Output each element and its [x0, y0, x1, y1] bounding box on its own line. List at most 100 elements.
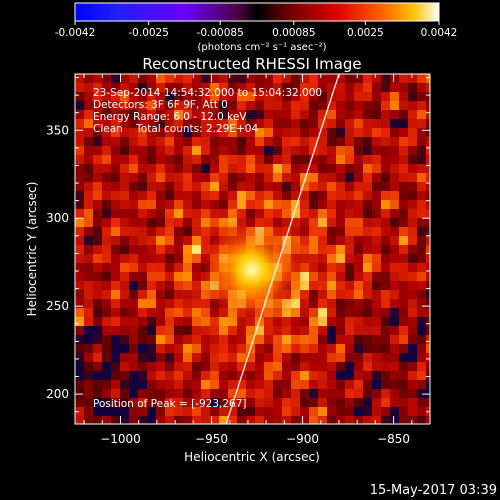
heatmap-cell: [426, 272, 430, 282]
heatmap-cell: [210, 146, 220, 156]
heatmap-cell: [300, 380, 310, 390]
heatmap-cell: [165, 173, 175, 183]
heatmap-cell: [264, 371, 274, 381]
heatmap-cell: [255, 92, 265, 102]
heatmap-cell: [93, 299, 103, 309]
heatmap-cell: [300, 164, 310, 174]
heatmap-cell: [201, 173, 211, 183]
heatmap-cell: [318, 173, 328, 183]
heatmap-cell: [336, 245, 346, 255]
heatmap-cell: [408, 371, 418, 381]
heatmap-cell: [381, 371, 391, 381]
heatmap-cell: [372, 407, 382, 417]
heatmap-cell: [309, 362, 319, 372]
heatmap-cell: [120, 407, 130, 417]
heatmap-cell: [327, 137, 337, 147]
heatmap-cell: [345, 380, 355, 390]
heatmap-cell: [237, 119, 247, 129]
heatmap-cell: [300, 227, 310, 237]
heatmap-cell: [417, 173, 427, 183]
heatmap-cell: [363, 182, 373, 192]
heatmap-cell: [93, 110, 103, 120]
heatmap-cell: [309, 83, 319, 93]
heatmap-cell: [372, 371, 382, 381]
heatmap-cell: [336, 389, 346, 399]
heatmap-cell: [237, 344, 247, 354]
heatmap-cell: [264, 191, 274, 201]
heatmap-cell: [183, 254, 193, 264]
heatmap-cell: [390, 164, 400, 174]
heatmap-cell: [363, 191, 373, 201]
heatmap-cell: [282, 362, 292, 372]
heatmap-cell: [318, 110, 328, 120]
heatmap-cell: [282, 128, 292, 138]
heatmap-cell: [318, 92, 328, 102]
heatmap-cell: [84, 218, 94, 228]
heatmap-cell: [120, 254, 130, 264]
heatmap-cell: [336, 182, 346, 192]
heatmap-cell: [111, 209, 121, 219]
heatmap-cell: [300, 146, 310, 156]
heatmap-cell: [111, 218, 121, 228]
heatmap-cell: [138, 326, 148, 336]
heatmap-cell: [426, 101, 430, 111]
heatmap-cell: [390, 173, 400, 183]
heatmap-cell: [156, 101, 166, 111]
heatmap-cell: [426, 164, 430, 174]
heatmap-cell: [102, 110, 112, 120]
heatmap-cell: [408, 191, 418, 201]
heatmap-cell: [138, 290, 148, 300]
heatmap-cell: [120, 263, 130, 273]
heatmap-cell: [183, 263, 193, 273]
heatmap-cell: [102, 92, 112, 102]
heatmap-cell: [417, 389, 427, 399]
heatmap-cell: [84, 83, 94, 93]
heatmap-cell: [309, 218, 319, 228]
heatmap-cell: [408, 245, 418, 255]
heatmap-cell: [399, 83, 409, 93]
heatmap-cell: [408, 173, 418, 183]
heatmap-cell: [219, 362, 229, 372]
heatmap-cell: [426, 362, 430, 372]
heatmap-cell: [120, 290, 130, 300]
heatmap-cell: [309, 299, 319, 309]
heatmap-cell: [282, 389, 292, 399]
heatmap-cell: [138, 371, 148, 381]
heatmap-cell: [111, 308, 121, 318]
heatmap-cell: [129, 110, 139, 120]
heatmap-cell: [138, 92, 148, 102]
heatmap-cell: [165, 335, 175, 345]
heatmap-cell: [273, 353, 283, 363]
heatmap-cell: [363, 101, 373, 111]
heatmap-cell: [273, 335, 283, 345]
heatmap-cell: [273, 371, 283, 381]
heatmap-cell: [426, 254, 430, 264]
heatmap-cell: [246, 128, 256, 138]
heatmap-cell: [300, 308, 310, 318]
heatmap-cell: [93, 218, 103, 228]
heatmap-cell: [264, 83, 274, 93]
heatmap-cell: [246, 326, 256, 336]
heatmap-cell: [120, 191, 130, 201]
heatmap-cell: [264, 335, 274, 345]
heatmap-cell: [120, 371, 130, 381]
heatmap-cell: [327, 128, 337, 138]
heatmap-cell: [174, 416, 184, 424]
heatmap-cell: [102, 101, 112, 111]
heatmap-cell: [399, 353, 409, 363]
heatmap-cell: [399, 218, 409, 228]
heatmap-cell: [309, 281, 319, 291]
heatmap-cell: [210, 200, 220, 210]
heatmap-cell: [255, 335, 265, 345]
heatmap-cell: [399, 335, 409, 345]
heatmap-cell: [75, 128, 85, 138]
heatmap-cell: [228, 137, 238, 147]
heatmap-cell: [318, 353, 328, 363]
heatmap-cell: [363, 110, 373, 120]
heatmap-cell: [381, 245, 391, 255]
heatmap-cell: [291, 398, 301, 408]
heatmap-cell: [102, 317, 112, 327]
heatmap-cell: [291, 407, 301, 417]
heatmap-cell: [417, 290, 427, 300]
heatmap-cell: [219, 182, 229, 192]
